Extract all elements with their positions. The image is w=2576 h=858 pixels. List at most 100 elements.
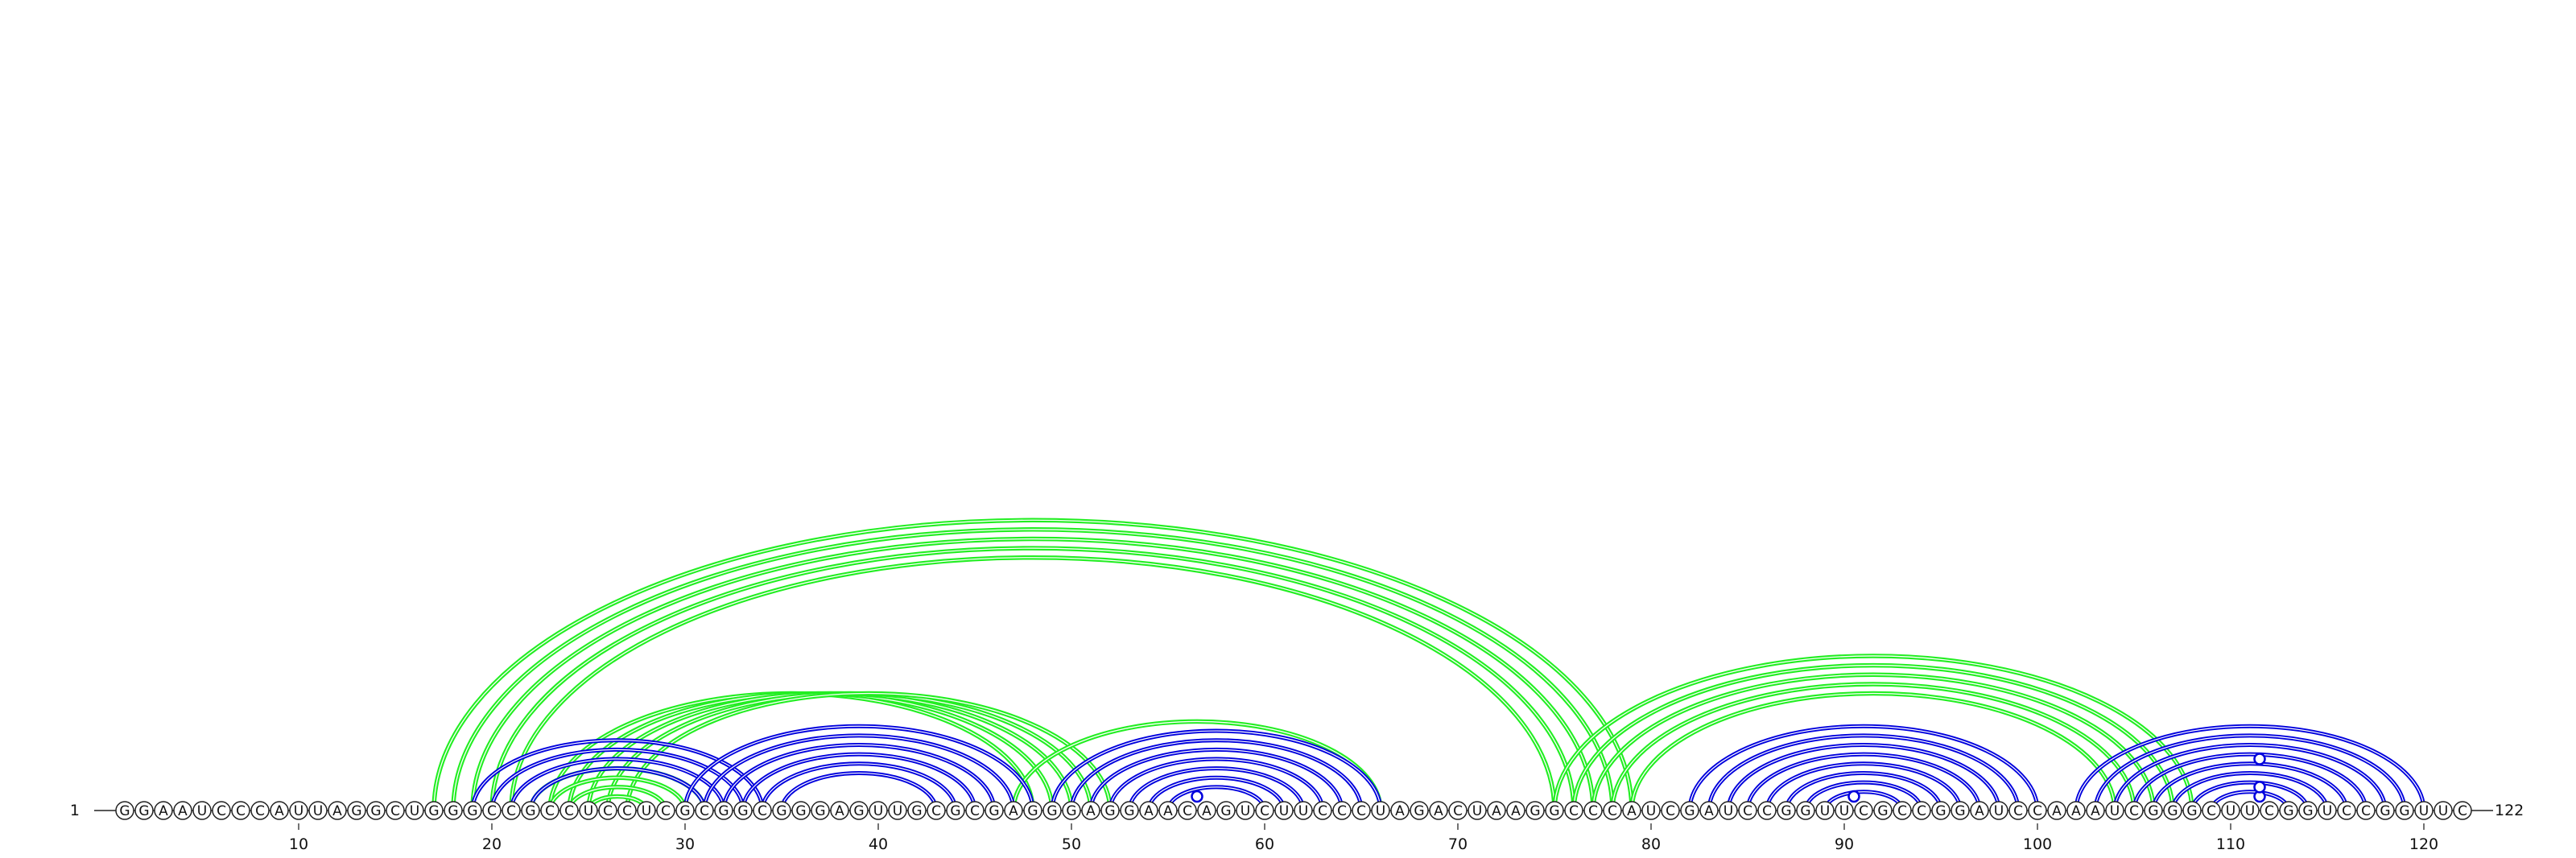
green-arc-core-76-107: [1573, 664, 2174, 811]
nucleotide-circle: [2086, 801, 2105, 820]
nucleotide-94: C: [1912, 801, 1931, 820]
tick-label-100: 100: [2023, 835, 2052, 853]
tick-label-80: 80: [1641, 835, 1661, 853]
nucleotide-circle: [1042, 801, 1062, 820]
nucleotide-circle: [617, 801, 637, 820]
nucleotide-93: C: [1893, 801, 1912, 820]
tick-label-10: 10: [289, 835, 308, 853]
nucleotide-letter: U: [1241, 803, 1250, 819]
nucleotide-25: U: [579, 801, 598, 820]
nucleotide-circle: [637, 801, 656, 820]
blue-arc-core-103-119: [2095, 735, 2405, 811]
nucleotide-letter: U: [197, 803, 207, 819]
nucleotide-63: C: [1313, 801, 1332, 820]
blue-arc-core-84-98: [1728, 744, 2000, 811]
nucleotide-64: C: [1332, 801, 1352, 820]
nucleotide-87: G: [1777, 801, 1796, 820]
nucleotide-circle: [714, 801, 733, 820]
nucleotide-circle: [134, 801, 154, 820]
tick-label-120: 120: [2409, 835, 2438, 853]
nucleotide-circle: [1410, 801, 1429, 820]
nucleotide-circle: [2221, 801, 2240, 820]
nucleotide-letter: A: [275, 803, 284, 819]
nucleotide-letter: G: [2148, 803, 2158, 819]
blue-arc-core-106-116: [2153, 763, 2347, 811]
nucleotide-circle: [1873, 801, 1893, 820]
nucleotide-letter: C: [661, 803, 671, 819]
nucleotide-4: A: [173, 801, 192, 820]
nucleotide-letter: G: [679, 803, 690, 819]
nucleotide-circle: [1197, 801, 1216, 820]
nucleotide-circle: [2028, 801, 2047, 820]
nucleotide-letter: G: [1781, 803, 1791, 819]
nucleotide-100: C: [2028, 801, 2047, 820]
nucleotide-letter: G: [737, 803, 748, 819]
blue-arc-core-50-65: [1071, 740, 1362, 811]
nucleotide-letter: U: [2322, 803, 2332, 819]
nucleotide-circle: [1081, 801, 1100, 820]
nucleotide-115: U: [2318, 801, 2337, 820]
nucleotide-29: C: [656, 801, 675, 820]
blue-arc-core-51-64: [1090, 749, 1343, 811]
nucleotide-112: C: [2260, 801, 2279, 820]
nucleotide-122: C: [2453, 801, 2472, 820]
nucleotide-circle: [173, 801, 192, 820]
nucleotide-letter: G: [1066, 803, 1076, 819]
nucleotide-letter: U: [1376, 803, 1385, 819]
nucleotide-letter: C: [1897, 803, 1907, 819]
nucleotide-57: A: [1197, 801, 1216, 820]
nucleotide-circle: [2260, 801, 2279, 820]
green-arc-core-79-104: [1631, 692, 2116, 811]
nucleotide-circle: [907, 801, 927, 820]
green-arc-core-20-76: [491, 547, 1575, 811]
tick-label-40: 40: [869, 835, 888, 853]
nucleotide-letter: U: [642, 803, 651, 819]
nucleotide-letter: C: [1859, 803, 1868, 819]
green-arc-75-108: [1552, 654, 2194, 811]
nucleotide-110: U: [2221, 801, 2240, 820]
nucleotide-circle: [1487, 801, 1506, 820]
nucleotide-letter: C: [2207, 803, 2216, 819]
nucleotide-42: G: [907, 801, 927, 820]
nucleotide-letter: C: [700, 803, 709, 819]
nucleotide-26: C: [598, 801, 617, 820]
nucleotide-letter: G: [911, 803, 922, 819]
nucleotide-circle: [811, 801, 830, 820]
nucleotide-letter: G: [2283, 803, 2293, 819]
green-arc-core-23-30: [549, 777, 686, 811]
nucleotide-letter: A: [1144, 803, 1154, 819]
nucleotide-letter: A: [2091, 803, 2100, 819]
pair-marker-89-92: [1847, 790, 1860, 803]
tick-label-90: 90: [1835, 835, 1854, 853]
nucleotide-circle: [1236, 801, 1255, 820]
nucleotide-circle: [1448, 801, 1468, 820]
nucleotide-50: G: [1062, 801, 1081, 820]
nucleotide-circle: [965, 801, 985, 820]
nucleotide-69: A: [1429, 801, 1448, 820]
nucleotide-circle: [1468, 801, 1487, 820]
nucleotide-116: C: [2337, 801, 2356, 820]
nucleotide-circle: [1371, 801, 1390, 820]
nucleotide-circle: [405, 801, 424, 820]
nucleotide-letter: U: [1839, 803, 1849, 819]
nucleotide-circle: [502, 801, 521, 820]
nucleotide-circle: [2337, 801, 2356, 820]
nucleotide-43: C: [927, 801, 946, 820]
nucleotide-117: C: [2356, 801, 2376, 820]
nucleotide-letter: C: [255, 803, 265, 819]
nucleotide-circle: [1680, 801, 1699, 820]
nucleotide-circle: [1062, 801, 1081, 820]
blue-arc-core-30-48: [684, 725, 1034, 811]
nucleotide-48: G: [1023, 801, 1042, 820]
nucleotide-33: G: [733, 801, 753, 820]
nucleotide-circle: [366, 801, 386, 820]
tick-label-30: 30: [675, 835, 695, 853]
nucleotide-circle: [1255, 801, 1274, 820]
nucleotide-circle: [772, 801, 791, 820]
nucleotide-circle: [1970, 801, 1989, 820]
nucleotide-39: G: [849, 801, 869, 820]
tick-label-70: 70: [1448, 835, 1468, 853]
nucleotide-106: G: [2144, 801, 2163, 820]
nucleotide-circle: [1622, 801, 1641, 820]
